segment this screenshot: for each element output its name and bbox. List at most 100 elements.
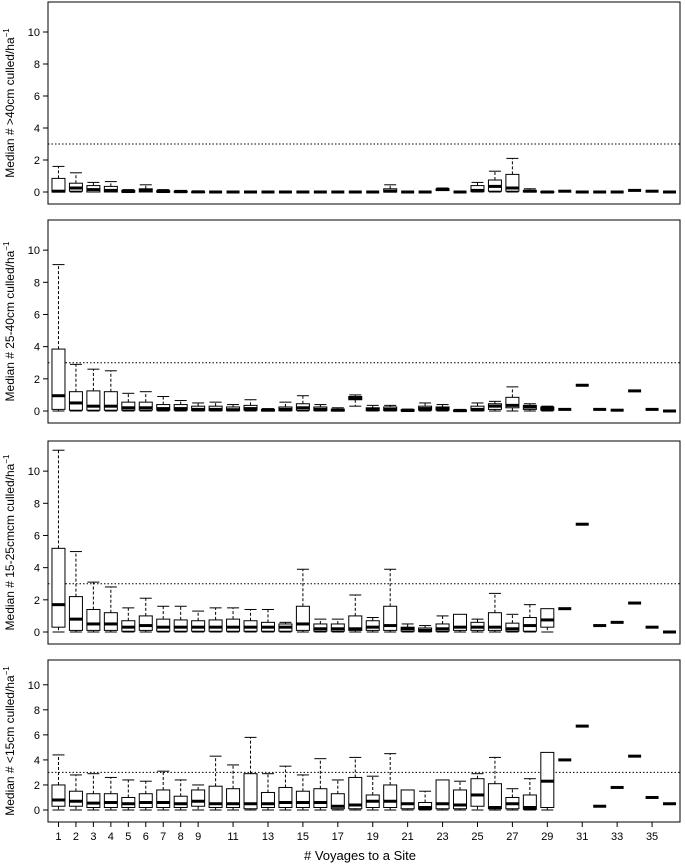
- panel-2: 0 2 4 6 8 10 Median # 25-40cm culled/ha−1: [2, 219, 681, 424]
- box-iqr: [208, 785, 223, 808]
- box-23: [435, 615, 450, 633]
- x-tick-label: 11: [227, 831, 238, 843]
- box-iqr: [86, 793, 101, 808]
- box-11: [226, 764, 241, 811]
- box-6: [138, 597, 153, 633]
- box-3: [86, 581, 101, 633]
- box-20: [383, 568, 398, 633]
- box-25: [470, 181, 485, 193]
- y-tick-label: 0: [34, 627, 40, 639]
- x-tick-label: 1: [55, 831, 61, 843]
- box-20: [383, 404, 398, 412]
- box-iqr: [68, 790, 83, 807]
- box-28: [522, 778, 537, 811]
- panel-frame: [47, 659, 681, 823]
- y-axis-label: Median # >40cm culled/ha−1: [2, 28, 17, 178]
- x-tick-label: 4: [108, 831, 114, 843]
- y-tick-label: 8: [34, 498, 40, 510]
- box-16: [313, 618, 328, 633]
- box-7: [156, 605, 171, 633]
- box-20: [383, 184, 398, 193]
- box-20: [383, 753, 398, 811]
- box-17: [330, 407, 345, 412]
- x-tick-label: 8: [178, 831, 184, 843]
- box-6: [138, 391, 153, 412]
- y-tick-label: 2: [34, 780, 40, 792]
- box-21: [400, 408, 415, 413]
- box-23: [435, 779, 450, 811]
- box-23: [435, 187, 450, 192]
- box-25: [470, 618, 485, 633]
- box-28: [522, 403, 537, 412]
- box-19: [365, 775, 380, 811]
- box-4: [103, 776, 118, 811]
- box-2: [68, 172, 83, 193]
- box-14: [278, 765, 293, 811]
- box-12: [243, 736, 258, 811]
- box-27: [505, 157, 520, 193]
- box-6: [138, 184, 153, 193]
- y-tick-label: 0: [34, 406, 40, 418]
- box-18: [348, 756, 363, 811]
- box-18: [348, 594, 363, 633]
- box-iqr: [505, 622, 520, 632]
- y-tick-label: 8: [34, 277, 40, 289]
- box-17: [330, 779, 345, 811]
- x-tick-label: 6: [143, 831, 149, 843]
- box-8: [173, 605, 188, 633]
- x-tick-label: 9: [195, 831, 201, 843]
- box-iqr: [278, 786, 293, 808]
- y-tick-label: 6: [34, 730, 40, 742]
- box-1: [51, 264, 66, 412]
- box-iqr: [156, 789, 171, 808]
- y-axis-label: Median # 15-25cmcm culled/ha−1: [2, 454, 17, 630]
- y-tick-label: 4: [34, 563, 40, 575]
- box-5: [121, 392, 136, 412]
- box-8: [173, 779, 188, 811]
- box-22: [418, 625, 433, 633]
- box-1: [51, 449, 66, 633]
- x-tick-label: 5: [125, 831, 131, 843]
- y-tick-label: 10: [28, 27, 40, 39]
- x-tick-label: 35: [646, 831, 658, 843]
- box-9: [191, 402, 206, 412]
- box-iqr: [418, 801, 433, 810]
- box-7: [156, 770, 171, 811]
- y-axis-label: Median # <15cm culled/ha−1: [2, 666, 17, 816]
- box-27: [505, 386, 520, 412]
- box-26: [487, 756, 502, 811]
- box-15: [295, 774, 310, 811]
- y-tick-label: 2: [34, 374, 40, 386]
- box-28: [522, 604, 537, 633]
- box-iqr: [522, 794, 537, 810]
- y-tick-label: 10: [28, 245, 40, 257]
- y-tick-label: 6: [34, 91, 40, 103]
- x-tick-label: 7: [160, 831, 166, 843]
- y-tick-label: 6: [34, 530, 40, 542]
- box-13: [260, 773, 275, 811]
- box-29: [540, 608, 555, 633]
- x-axis-label: # Voyages to a Site: [304, 848, 416, 863]
- box-2: [68, 363, 83, 412]
- y-axis-label: Median # 25-40cm culled/ha−1: [2, 241, 17, 401]
- box-2: [68, 551, 83, 633]
- box-3: [86, 368, 101, 412]
- box-5: [121, 189, 136, 194]
- box-iqr: [226, 618, 241, 632]
- x-axis: 1 2 3 4 5 6 7 8 9 11 13 15 17 19 21 23 25 27 29 31 33 35: [55, 822, 658, 843]
- box-19: [365, 617, 380, 633]
- box-21: [400, 789, 415, 811]
- box-iqr: [400, 789, 415, 810]
- box-iqr: [540, 608, 555, 628]
- box-12: [243, 608, 258, 633]
- x-tick-label: 19: [367, 831, 379, 843]
- chart-panels: 0 2 4 6 8 10 Median # >40cm culled/ha−1 0 2 4 6 8 10…: [2, 1, 681, 823]
- box-3: [86, 773, 101, 811]
- box-8: [173, 189, 188, 194]
- box-29: [540, 751, 555, 811]
- box-iqr: [470, 778, 485, 807]
- panel-1: 0 2 4 6 8 10 Median # >40cm culled/ha−1: [2, 1, 681, 205]
- box-9: [191, 190, 206, 194]
- box-18: [348, 394, 363, 407]
